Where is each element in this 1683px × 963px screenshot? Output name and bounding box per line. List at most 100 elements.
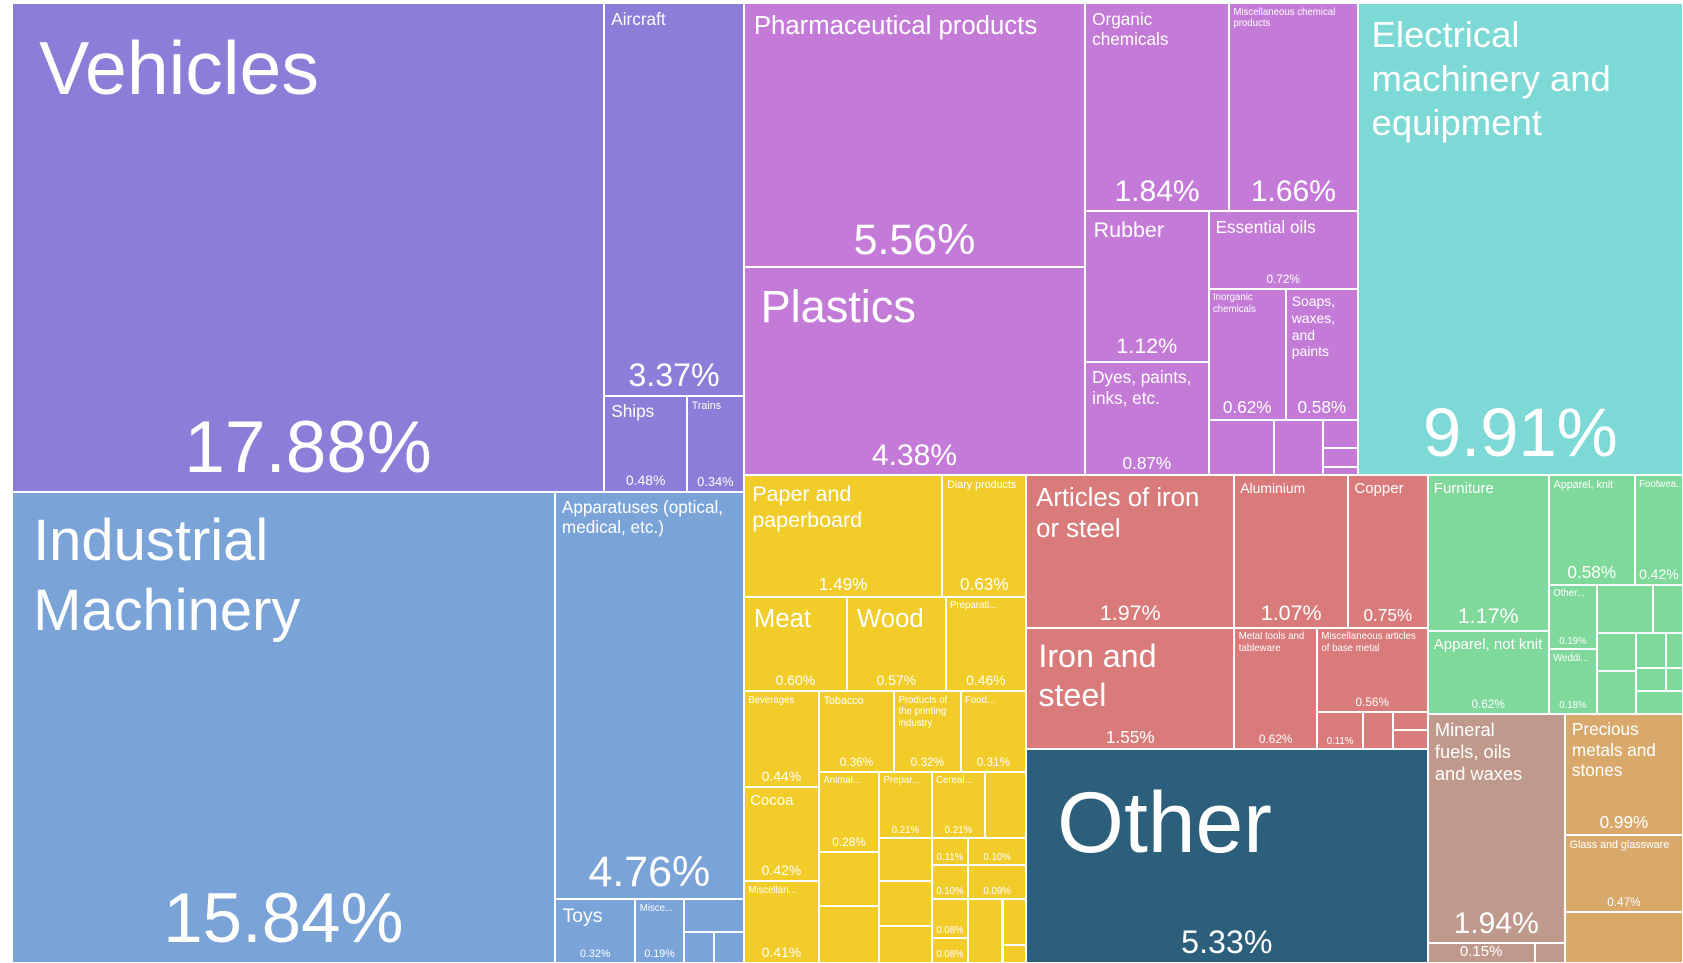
tile-label: Beverages <box>748 694 795 706</box>
tile: Footwea... 0.42% <box>1634 475 1683 585</box>
tile-division <box>1652 584 1683 634</box>
tile-label: Metal tools and tableware <box>1238 631 1305 654</box>
tile-label: Essential oils <box>1215 216 1316 237</box>
value-label: 0.56% <box>1355 694 1389 709</box>
tile-division <box>1597 584 1653 634</box>
tile-division <box>1665 667 1683 692</box>
tile: Apparel, knit 0.58% <box>1548 475 1635 585</box>
tile-label: Cocoa <box>750 791 794 809</box>
tile-division <box>1534 943 1565 963</box>
tile-label: Plastics <box>760 280 916 332</box>
tile-label: Industrial Machinery <box>33 509 301 643</box>
value-label: 1.55% <box>1105 726 1155 747</box>
tile-label: Footwea... <box>1639 478 1683 490</box>
value-label: 0.57% <box>876 672 916 689</box>
tile-label: Tobacco <box>823 694 864 707</box>
tile-division <box>879 881 932 927</box>
tile-label: Prepar... <box>883 775 920 787</box>
value-label: 0.60% <box>775 672 816 689</box>
tile-division <box>713 931 744 963</box>
tile: Wood 0.57% <box>846 596 946 692</box>
value-label: 0.19% <box>644 948 675 961</box>
tile-label: Mineral fuels, oils and waxes <box>1434 719 1523 785</box>
tile-label: Food... <box>965 694 996 706</box>
tile: Iron and steel 1.55% <box>1026 627 1235 750</box>
tile-division <box>1208 419 1275 476</box>
tile-division <box>1665 633 1683 668</box>
tile-division <box>1363 711 1394 750</box>
value-label: 4.38% <box>871 438 958 472</box>
value-label: 4.76% <box>588 848 711 896</box>
tile-label: Paper and paperboard <box>752 481 863 532</box>
value-label: 0.21% <box>891 824 920 836</box>
tile-division <box>1564 912 1683 963</box>
tile-label: Inorganic chemicals <box>1212 292 1256 315</box>
tile-label: Rubber <box>1093 217 1165 242</box>
tile-division <box>1002 944 1027 963</box>
tile: Organic chemicals 1.84% <box>1085 3 1229 212</box>
value-label: 0.58% <box>1567 562 1617 583</box>
tile: Miscellaneous articles of base metal 0.56… <box>1316 627 1428 712</box>
value-label: 9.91% <box>1422 394 1618 472</box>
value-label: 15.84% <box>163 879 404 959</box>
value-label: 1.17% <box>1457 603 1519 628</box>
value-label: 1.07% <box>1260 600 1322 625</box>
value-label: 17.88% <box>184 406 432 488</box>
tile-division <box>879 926 932 963</box>
tile: Aluminium 1.07% <box>1234 475 1349 628</box>
tile: Animal... 0.28% <box>818 771 880 853</box>
tile-label: Miscellan... <box>748 884 797 896</box>
tile: Meat 0.60% <box>743 596 847 692</box>
tile-division <box>818 852 880 906</box>
value-label: 0.18% <box>1559 700 1587 712</box>
value-label: 0.19% <box>1559 635 1587 647</box>
value-label: 1.84% <box>1114 174 1200 208</box>
tile-division <box>1323 447 1358 467</box>
value-label: 0.63% <box>959 574 1009 595</box>
tile-label: Toys <box>562 906 603 928</box>
value-label: 0.42% <box>761 862 802 879</box>
tile: Trains 0.34% <box>686 396 744 492</box>
value-label: 0.32% <box>910 754 945 769</box>
tile-label: Meat <box>753 605 812 634</box>
tile-division <box>1323 466 1358 476</box>
tile: Essential oils 0.72% <box>1208 211 1358 289</box>
tile: Tobacco 0.36% <box>818 691 895 772</box>
tile: Dyes, paints, inks, etc. 0.87% <box>1085 361 1209 476</box>
tile: Products of the printing industry 0.32% <box>894 691 961 772</box>
tile-division <box>1393 729 1428 750</box>
tile-division <box>1002 899 1027 945</box>
tile-label: Iron and steel <box>1038 637 1157 713</box>
tile: Copper 0.75% <box>1348 475 1428 628</box>
value-label: 0.58% <box>1297 397 1347 418</box>
tile-label: Miscellaneous articles of base metal <box>1321 631 1416 654</box>
tile: Ships 0.48% <box>604 396 687 492</box>
value-label: 0.48% <box>625 472 666 489</box>
value-label: 0.32% <box>579 948 611 961</box>
value-label: 1.66% <box>1250 174 1336 208</box>
tile-label: Apparel, knit <box>1553 479 1614 492</box>
tile: Cocoa 0.42% <box>743 786 819 882</box>
tile: Preparati... 0.46% <box>945 596 1027 692</box>
tile-division <box>683 899 744 932</box>
tile-label: Glass and glassware <box>1569 838 1670 851</box>
tile: Food... 0.31% <box>960 691 1027 772</box>
tile-division <box>1635 691 1683 714</box>
tile-label: Other... <box>1553 588 1585 600</box>
value-label: 0.62% <box>1222 397 1272 418</box>
value-label: 0.72% <box>1266 271 1300 286</box>
tile: Articles of iron or steel 1.97% <box>1026 475 1235 628</box>
value-label: 0.10% <box>936 885 964 897</box>
value-label: 0.11% <box>936 851 964 863</box>
tile: Electrical machinery and equipment 9.91% <box>1357 3 1683 476</box>
tile-label: Pharmaceutical products <box>753 11 1038 40</box>
tile-label: Cereal... <box>936 775 973 787</box>
tile: Other... 0.19% <box>1548 584 1598 650</box>
value-label: 1.97% <box>1099 600 1161 625</box>
tile: Weddi... 0.18% <box>1548 649 1598 714</box>
value-label: 0.99% <box>1599 812 1649 833</box>
tile-division <box>1323 419 1358 448</box>
tile-division <box>968 899 1003 963</box>
value-label: 0.11% <box>1326 735 1354 747</box>
value-label: 0.41% <box>761 943 802 960</box>
